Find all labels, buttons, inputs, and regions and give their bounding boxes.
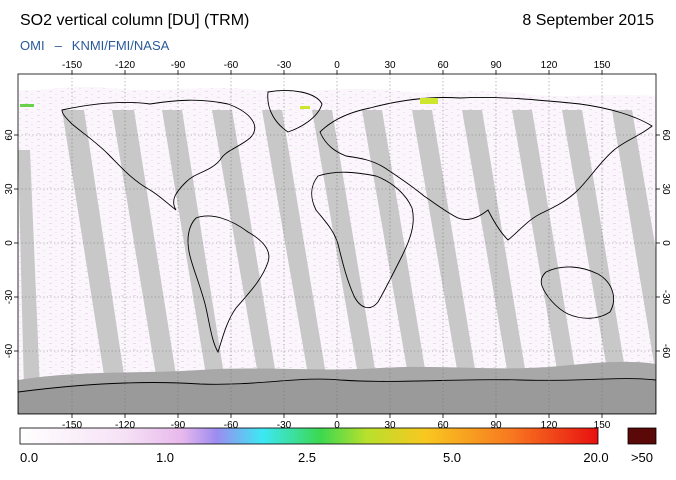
data-credit: OMI – KNMI/FMI/NASA	[20, 38, 169, 53]
lat-label: 0	[4, 240, 15, 246]
colorbar-label: 2.5	[297, 450, 317, 465]
so2-arctic-patch	[420, 98, 438, 104]
colorbar-label: 0.0	[20, 450, 39, 465]
lon-label: 30	[384, 60, 396, 71]
lon-label: 150	[594, 420, 611, 431]
lon-label: -90	[171, 420, 186, 431]
swath-gap	[112, 110, 176, 375]
swath-gap	[562, 110, 626, 375]
lat-label: -60	[4, 343, 15, 358]
lon-label: 0	[334, 420, 340, 431]
swath-gap	[162, 110, 224, 375]
lat-label: -30	[4, 289, 15, 304]
coast-greenland	[267, 90, 323, 133]
lon-label: -120	[115, 420, 135, 431]
swath-gap	[462, 110, 526, 375]
graticule	[18, 74, 656, 414]
lon-label: -30	[277, 60, 292, 71]
lon-label: 60	[437, 60, 449, 71]
antarctica-land	[18, 378, 656, 414]
lat-label: 60	[660, 129, 671, 141]
coast-australia	[540, 266, 614, 319]
colorbar-label: 5.0	[442, 450, 462, 465]
swath-gaps	[18, 110, 656, 390]
map-panel	[18, 74, 656, 414]
map-date: 8 September 2015	[522, 12, 654, 29]
so2-arctic-patch	[20, 104, 34, 107]
credit-dash: –	[54, 38, 62, 53]
swath-gap	[62, 110, 124, 375]
colorbar-label: 20.0	[583, 450, 609, 465]
coast-north-america	[61, 99, 256, 211]
lon-labels-top: -150 -120 -90 -60 -30 0 30 60 90 120 150	[62, 60, 611, 71]
lon-label: -150	[62, 60, 82, 71]
lon-label: 90	[490, 420, 502, 431]
lon-label: -30	[277, 420, 292, 431]
coast-south-america	[187, 215, 270, 354]
lon-label: 0	[334, 60, 340, 71]
lon-labels-bottom: -150 -120 -90 -60 -30 0 30 60 90 120 150	[62, 420, 611, 431]
lon-label: -150	[62, 420, 82, 431]
swath-gap	[362, 110, 426, 375]
lon-label: 150	[594, 60, 611, 71]
tick-marks	[14, 70, 660, 418]
lat-labels-right: 60 30 0 -30 -60	[660, 129, 671, 358]
swath-gap	[612, 110, 656, 375]
lon-label: 90	[490, 60, 502, 71]
lon-label: -60	[224, 60, 239, 71]
lat-label: 30	[660, 183, 671, 195]
lon-label: 120	[541, 60, 558, 71]
map-title: SO2 vertical column [DU] (TRM)	[20, 12, 250, 29]
colorbar-overflow-swatch	[627, 427, 657, 445]
swath-gap	[412, 110, 476, 375]
lat-label: 60	[4, 129, 15, 141]
swath-gap	[262, 110, 326, 375]
lat-label: -60	[660, 344, 671, 359]
lon-label: -90	[171, 60, 186, 71]
so2-arctic-patch	[300, 106, 310, 109]
lon-label: 60	[437, 420, 449, 431]
swath-gap	[312, 110, 376, 375]
credit-agencies: KNMI/FMI/NASA	[71, 38, 170, 53]
coast-africa	[311, 171, 414, 309]
swath-gap	[212, 110, 276, 375]
colorbar	[19, 427, 599, 445]
lon-label: -60	[224, 420, 239, 431]
credit-instrument: OMI	[20, 38, 45, 53]
coast-eurasia	[319, 97, 653, 241]
swath-gap	[18, 150, 40, 390]
lon-label: 30	[384, 420, 396, 431]
lat-label: -30	[660, 290, 671, 305]
colorbar-label: >50	[630, 450, 654, 465]
lat-label: 0	[660, 240, 671, 246]
lat-labels-left: 60 30 0 -30 -60	[4, 129, 15, 358]
lon-label: 120	[541, 420, 558, 431]
lat-label: 30	[4, 183, 15, 195]
colorbar-label: 1.0	[155, 450, 175, 465]
lon-label: -120	[115, 60, 135, 71]
